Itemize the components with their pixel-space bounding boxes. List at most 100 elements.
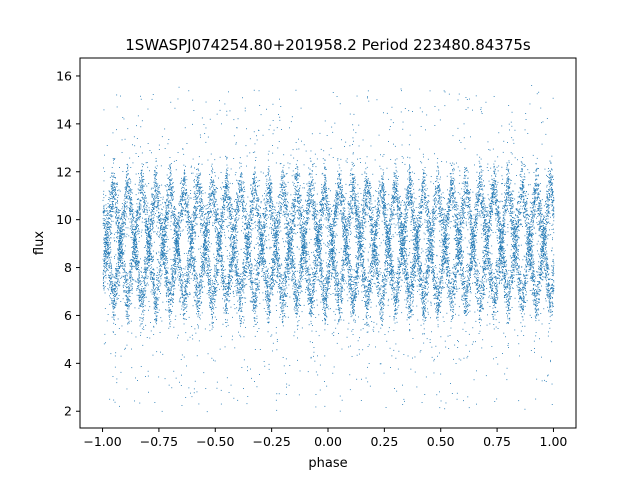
data-point: [547, 285, 548, 286]
data-point: [483, 297, 484, 298]
data-point: [171, 259, 172, 260]
data-point: [372, 264, 373, 265]
data-point: [142, 305, 143, 306]
data-point: [187, 283, 188, 284]
data-point: [281, 307, 282, 308]
data-point: [373, 267, 374, 268]
data-point: [192, 124, 193, 125]
data-point: [204, 259, 205, 260]
data-point: [328, 272, 329, 273]
data-point: [182, 280, 183, 281]
data-point: [267, 296, 268, 297]
data-point: [150, 212, 151, 213]
data-point: [214, 203, 215, 204]
data-point: [361, 330, 362, 331]
data-point: [110, 282, 111, 283]
data-point: [508, 169, 509, 170]
data-point: [150, 238, 151, 239]
data-point: [381, 178, 382, 179]
data-point: [511, 126, 512, 127]
data-point: [307, 205, 308, 206]
data-point: [252, 294, 253, 295]
data-point: [283, 211, 284, 212]
data-point: [264, 242, 265, 243]
data-point: [507, 272, 508, 273]
data-point: [531, 224, 532, 225]
data-point: [421, 262, 422, 263]
data-point: [485, 225, 486, 226]
data-point: [135, 266, 136, 267]
data-point: [297, 210, 298, 211]
data-point: [240, 157, 241, 158]
data-point: [441, 194, 442, 195]
data-point: [287, 268, 288, 269]
data-point: [300, 217, 301, 218]
data-point: [270, 200, 271, 201]
data-point: [157, 304, 158, 305]
data-point: [419, 286, 420, 287]
data-point: [455, 284, 456, 285]
data-point: [183, 276, 184, 277]
data-point: [253, 273, 254, 274]
data-point: [168, 268, 169, 269]
data-point: [492, 277, 493, 278]
data-point: [354, 198, 355, 199]
data-point: [379, 261, 380, 262]
data-point: [485, 268, 486, 269]
data-point: [297, 195, 298, 196]
data-point: [369, 295, 370, 296]
data-point: [508, 270, 509, 271]
data-point: [538, 266, 539, 267]
data-point: [494, 171, 495, 172]
data-point: [257, 272, 258, 273]
data-point: [286, 384, 287, 385]
data-point: [274, 233, 275, 234]
data-point: [182, 293, 183, 294]
data-point: [214, 275, 215, 276]
data-point: [286, 209, 287, 210]
data-point: [156, 287, 157, 288]
data-point: [491, 220, 492, 221]
data-point: [452, 318, 453, 319]
data-point: [553, 214, 554, 215]
data-point: [244, 242, 245, 243]
data-point: [272, 237, 273, 238]
data-point: [497, 237, 498, 238]
data-point: [520, 304, 521, 305]
data-point: [362, 214, 363, 215]
data-point: [422, 287, 423, 288]
data-point: [532, 250, 533, 251]
data-point: [132, 237, 133, 238]
data-point: [247, 222, 248, 223]
data-point: [260, 262, 261, 263]
data-point: [428, 283, 429, 284]
data-point: [301, 199, 302, 200]
data-point: [522, 195, 523, 196]
data-point: [453, 135, 454, 136]
data-point: [492, 253, 493, 254]
data-point: [380, 289, 381, 290]
data-point: [116, 290, 117, 291]
data-point: [538, 241, 539, 242]
data-point: [329, 255, 330, 256]
data-point: [278, 114, 279, 115]
data-point: [118, 218, 119, 219]
data-point: [406, 283, 407, 284]
data-point: [142, 187, 143, 188]
data-point: [117, 238, 118, 239]
data-point: [349, 291, 350, 292]
data-point: [335, 328, 336, 329]
data-point: [142, 189, 143, 190]
data-point: [175, 261, 176, 262]
data-point: [218, 272, 219, 273]
data-point: [280, 208, 281, 209]
data-point: [497, 225, 498, 226]
data-point: [523, 205, 524, 206]
data-point: [387, 221, 388, 222]
data-point: [403, 218, 404, 219]
data-point: [468, 304, 469, 305]
data-point: [553, 275, 554, 276]
data-point: [458, 262, 459, 263]
data-point: [185, 190, 186, 191]
data-point: [357, 232, 358, 233]
